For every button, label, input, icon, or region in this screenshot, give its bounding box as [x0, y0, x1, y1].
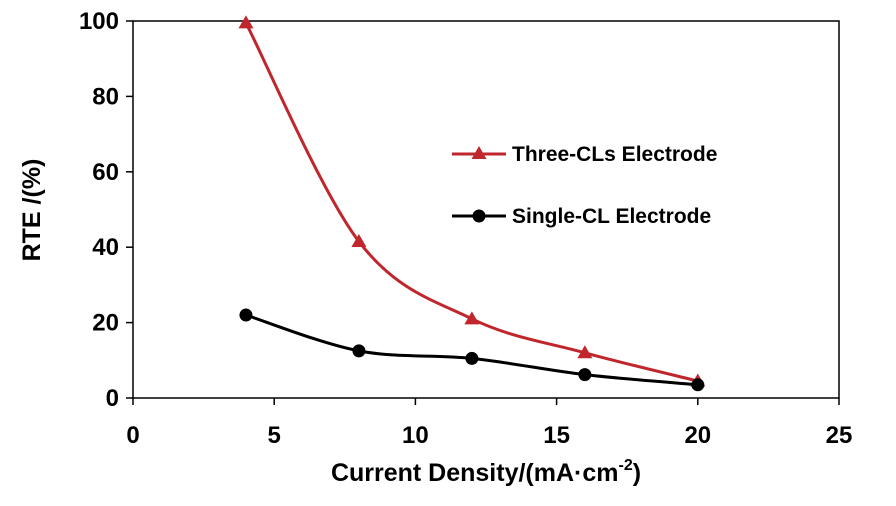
series-line-1	[245, 313, 698, 387]
legend: Three-CLs Electrode Single-CL Electrode	[452, 143, 717, 228]
y-tick-label: 100	[79, 8, 119, 35]
y-tick-label: 60	[92, 159, 119, 186]
data-point-circle	[465, 351, 479, 365]
data-point-triangle	[351, 234, 367, 248]
legend-label-three-cls: Three-CLs Electrode	[512, 143, 717, 166]
x-tick-label: 5	[268, 422, 281, 449]
data-point-circle	[352, 344, 366, 358]
x-tick-label: 15	[543, 422, 570, 449]
x-axis-title-superscript: -2	[619, 457, 633, 474]
legend-marker-single-cl	[472, 209, 486, 223]
data-point-triangle	[238, 15, 254, 29]
x-axis-title: Current Density/(mA·cm-2)	[331, 457, 641, 487]
data-point-circle	[578, 368, 592, 382]
legend-label-single-cl: Single-CL Electrode	[512, 205, 711, 228]
y-axis-title: RTE /(%)	[18, 159, 46, 262]
x-tick-label: 10	[402, 422, 429, 449]
legend-entry-single-cl: Single-CL Electrode	[452, 205, 711, 228]
series-line-0	[244, 22, 699, 383]
y-tick-label: 20	[92, 310, 119, 337]
legend-marker-three-cls	[471, 146, 487, 159]
x-tick-label: 20	[684, 422, 711, 449]
y-tick-label: 0	[106, 385, 119, 412]
x-tick-label: 25	[826, 422, 853, 449]
data-point-triangle	[464, 311, 480, 325]
data-point-triangle	[577, 345, 593, 359]
y-tick-label: 80	[92, 83, 119, 110]
y-axis-ticks: 0 20 40 60 80 100	[79, 8, 133, 412]
legend-entry-three-cls: Three-CLs Electrode	[452, 143, 717, 166]
data-point-circle	[691, 378, 705, 392]
series-markers	[238, 15, 706, 392]
data-point-circle	[239, 308, 253, 322]
series-lines	[244, 22, 699, 387]
y-tick-label: 40	[92, 234, 119, 261]
x-tick-label: 0	[126, 422, 139, 449]
plot-frame	[132, 20, 840, 399]
x-axis-ticks: 0 5 10 15 20 25	[126, 398, 852, 449]
x-axis-title-close: )	[633, 459, 641, 487]
x-axis-title-main: Current Density/(mA·cm	[331, 459, 619, 487]
